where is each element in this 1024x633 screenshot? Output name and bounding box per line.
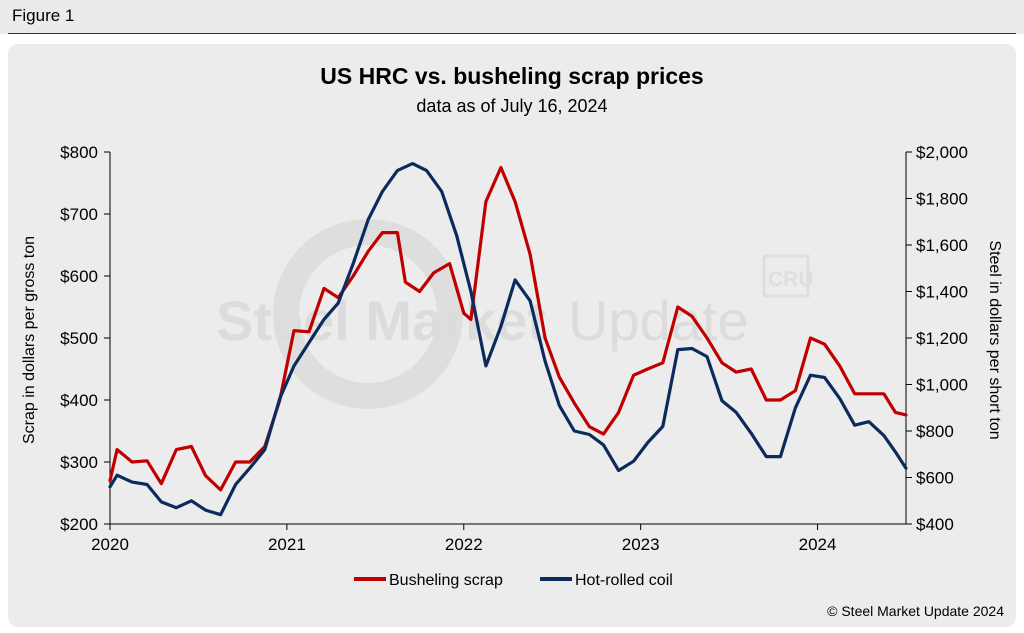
chart-panel: Steel Market Update CRU US HRC vs. bushe… bbox=[8, 44, 1016, 627]
x-tick-label: 2021 bbox=[268, 535, 306, 554]
y-left-tick-label: $600 bbox=[60, 267, 98, 286]
axes bbox=[104, 151, 912, 530]
y-left-tick-label: $400 bbox=[60, 391, 98, 410]
chart-subtitle: data as of July 16, 2024 bbox=[416, 96, 607, 116]
x-tick-label: 2022 bbox=[445, 535, 483, 554]
y-right-tick-label: $1,400 bbox=[916, 283, 968, 302]
watermark-logo-circle bbox=[273, 219, 463, 409]
y-axis-right-title: Steel in dollars per short ton bbox=[986, 240, 1003, 439]
series-lines bbox=[108, 162, 908, 517]
y-left-tick-label: $300 bbox=[60, 453, 98, 472]
figure-label: Figure 1 bbox=[12, 6, 75, 25]
watermark-cru-text: CRU bbox=[768, 268, 814, 291]
scrap-series-line bbox=[108, 165, 908, 492]
legend-label-hrc: Hot-rolled coil bbox=[575, 572, 673, 589]
x-tick-label: 2023 bbox=[622, 535, 660, 554]
chart-title: US HRC vs. busheling scrap prices bbox=[320, 63, 703, 89]
watermark-brand-bold: Steel Market bbox=[216, 289, 546, 352]
y-right-tick-label: $2,000 bbox=[916, 143, 968, 162]
y-right-tick-label: $800 bbox=[916, 422, 954, 441]
hrc-series-line bbox=[108, 162, 908, 517]
y-left-tick-label: $500 bbox=[60, 329, 98, 348]
legend-label-scrap: Busheling scrap bbox=[389, 572, 503, 589]
chart-credit: © Steel Market Update 2024 bbox=[827, 603, 1004, 619]
watermark-cru-box bbox=[762, 254, 810, 298]
figure-header: Figure 1 bbox=[0, 0, 1024, 34]
watermark: Steel Market Update CRU bbox=[216, 219, 814, 409]
y-right-tick-label: $1,800 bbox=[916, 190, 968, 209]
y-right-tick-label: $1,000 bbox=[916, 376, 968, 395]
y-axis-left-title: Scrap in dollars per gross ton bbox=[21, 236, 38, 444]
legend: Busheling scrap Hot-rolled coil bbox=[354, 572, 673, 589]
y-right-tick-label: $1,600 bbox=[916, 236, 968, 255]
y-right-tick-label: $400 bbox=[916, 515, 954, 534]
line-chart: Steel Market Update CRU US HRC vs. bushe… bbox=[21, 63, 1004, 619]
x-tick-label: 2024 bbox=[799, 535, 837, 554]
y-right-tick-label: $600 bbox=[916, 469, 954, 488]
tick-labels: $200 $300 $400 $500 $600 $700 $800 $400 $600 $800… bbox=[60, 143, 968, 554]
x-tick-label: 2020 bbox=[91, 535, 129, 554]
figure-divider bbox=[8, 33, 1016, 34]
y-right-tick-label: $1,200 bbox=[916, 329, 968, 348]
y-left-tick-label: $200 bbox=[60, 515, 98, 534]
y-left-tick-label: $800 bbox=[60, 143, 98, 162]
y-left-tick-label: $700 bbox=[60, 205, 98, 224]
watermark-brand-light: Update bbox=[568, 289, 749, 352]
